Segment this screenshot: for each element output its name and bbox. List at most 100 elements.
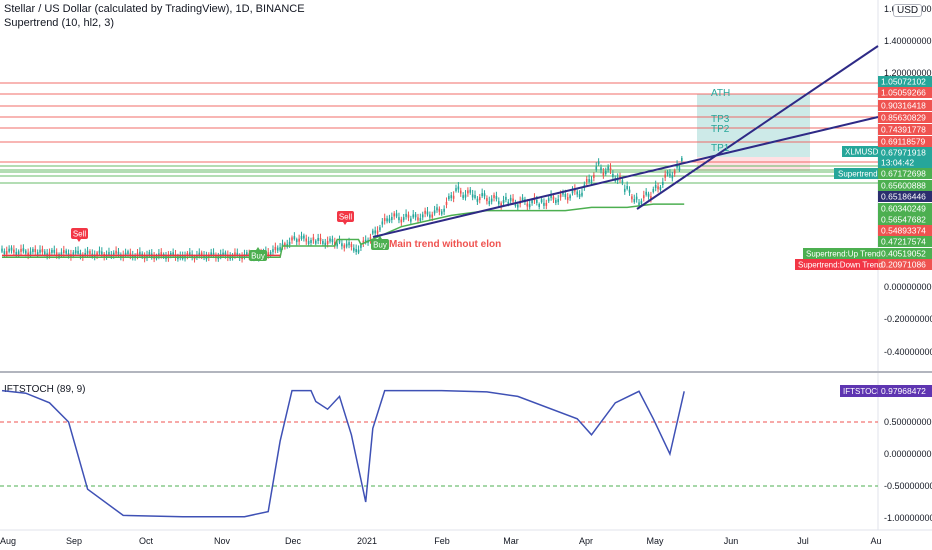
candle-body	[160, 252, 163, 256]
candle-body	[547, 198, 550, 202]
candle-body	[305, 238, 308, 242]
candle-body	[169, 252, 172, 256]
price-label-text: 13:04:42	[881, 158, 914, 168]
candle-body	[115, 250, 117, 254]
candle-body	[486, 198, 488, 202]
sell-signal-2-text: Sell	[339, 213, 353, 222]
price-label-bg	[878, 168, 932, 179]
ath-label: ATH	[711, 88, 730, 99]
price-label-bg	[878, 259, 932, 270]
candle-body	[383, 218, 386, 222]
price-label-text: 0.85630829	[881, 113, 926, 123]
price-label-bg	[878, 214, 932, 225]
candle-body	[628, 189, 631, 193]
buy-signal-2[interactable]: Buy	[371, 236, 389, 250]
candle-body	[3, 251, 6, 255]
candle-body	[210, 252, 212, 256]
candle-body	[528, 204, 531, 208]
candle-body	[300, 235, 303, 239]
candle-body	[267, 252, 270, 256]
candle-body	[419, 218, 422, 222]
supertrend-tag-text: Supertrend	[838, 170, 878, 179]
time-tick: Nov	[214, 536, 231, 546]
osc-tick: -1.00000000	[884, 513, 932, 523]
price-label-text: 0.69118579	[881, 137, 926, 147]
candle-body	[571, 190, 574, 194]
time-axis[interactable]: Aug Sep Oct Nov Dec 2021 Feb Mar Apr May Jun Jul Au	[0, 536, 882, 546]
candle-body	[326, 240, 329, 244]
candle-body	[654, 185, 657, 189]
candle-body	[464, 194, 467, 198]
candle-body	[86, 250, 89, 254]
supertrend-tag: Supertrend	[834, 168, 878, 179]
candle-body	[129, 252, 132, 256]
candle-body	[505, 196, 507, 200]
buy-signal-1[interactable]: Buy	[249, 247, 267, 261]
supertrend-path	[2, 203, 685, 258]
candle-body	[284, 243, 286, 247]
candle-body	[543, 202, 545, 206]
candle-body	[512, 198, 514, 202]
buy-signal-2-text: Buy	[373, 241, 387, 250]
candle-body	[36, 252, 39, 256]
candle-body	[495, 196, 498, 200]
candle-body	[517, 204, 519, 208]
candle-body	[402, 217, 405, 221]
candle-body	[331, 239, 334, 243]
price-label-bg	[878, 87, 932, 98]
stop-zone-box[interactable]	[697, 157, 810, 171]
price-label-text: 0.60340249	[881, 204, 926, 214]
candle-body	[84, 252, 86, 256]
candle-body	[8, 248, 10, 252]
candle-body	[436, 207, 438, 211]
candle-body	[666, 171, 669, 175]
sell-signal-2[interactable]: Sell	[337, 211, 354, 225]
candle-body	[590, 179, 593, 183]
candle-body	[609, 167, 612, 171]
candle-body	[662, 181, 664, 185]
price-tick: 1.20000000	[884, 68, 932, 78]
candle-body	[478, 197, 481, 201]
iftstoch-path	[1, 389, 685, 518]
price-label-bg	[878, 225, 932, 236]
steep-trendline[interactable]	[636, 45, 879, 210]
candle-body	[493, 194, 495, 198]
candle-body	[364, 239, 367, 243]
candle-body	[443, 208, 445, 212]
candle-body	[98, 250, 101, 254]
candle-body	[203, 254, 205, 258]
candle-body	[43, 251, 46, 255]
supertrend-up-tag-text: Supertrend:Up Trend	[806, 250, 881, 259]
candle-body	[459, 190, 462, 194]
candle-body	[433, 210, 436, 214]
candle-body	[386, 218, 388, 222]
price-label-bg	[878, 157, 932, 168]
sell-signal-1[interactable]: Sell	[71, 228, 88, 242]
main-trendline[interactable]	[372, 116, 879, 238]
time-tick: Jun	[724, 536, 739, 546]
candle-body	[566, 197, 569, 201]
osc-axis[interactable]: 0.50000000 0.00000000 -0.50000000 -1.000…	[884, 417, 932, 523]
candle-body	[490, 198, 493, 202]
candle-body	[222, 252, 224, 256]
candle-body	[63, 250, 65, 254]
candle-body	[635, 196, 638, 200]
currency-badge[interactable]: USD	[893, 4, 923, 17]
candle-body	[638, 202, 640, 206]
candle-body	[483, 193, 486, 197]
price-label-text: 1.05072102	[881, 77, 926, 87]
candle-body	[497, 201, 500, 205]
candle-body	[457, 186, 460, 190]
xlmusd-tag-text: XLMUSD	[845, 148, 879, 157]
time-tick: Apr	[579, 536, 593, 546]
chart-title[interactable]: Stellar / US Dollar (calculated by Tradi…	[4, 3, 305, 15]
iftstoch-tag-name: IFTSTOCH	[843, 387, 883, 396]
supertrend-line	[2, 203, 685, 258]
candle-body	[307, 241, 310, 245]
candle-body	[274, 246, 277, 250]
candle-body	[381, 221, 384, 225]
indicator-title[interactable]: Supertrend (10, hl2, 3)	[4, 17, 115, 29]
candle-body	[664, 174, 666, 178]
time-tick: Aug	[0, 536, 16, 546]
